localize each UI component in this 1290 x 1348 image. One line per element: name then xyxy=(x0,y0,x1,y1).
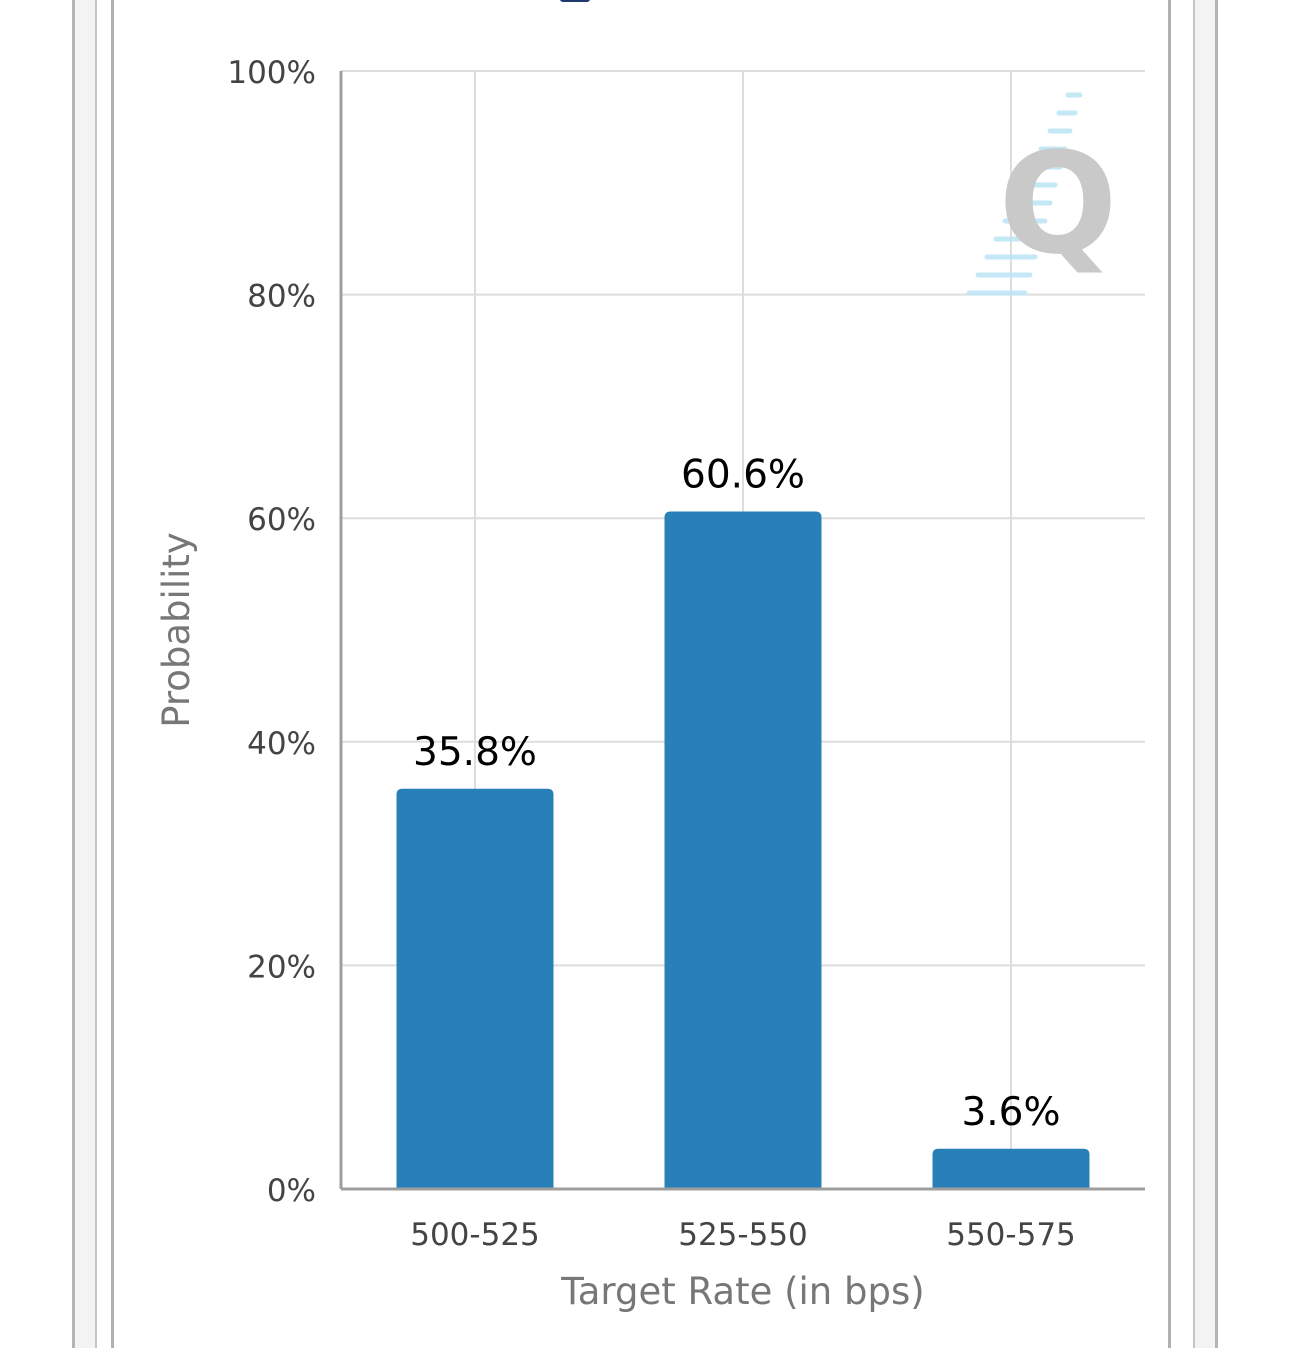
y-tick-label-20: 20% xyxy=(247,949,316,985)
bar-500-525 xyxy=(396,788,554,1189)
x-axis-title: Target Rate (in bps) xyxy=(560,1270,924,1313)
cut-off-title-fragment xyxy=(560,0,590,2)
frame-border-right-band xyxy=(1195,0,1215,1348)
data-label-525-550: 60.6% xyxy=(681,452,805,497)
y-tick-label-0: 0% xyxy=(267,1173,316,1209)
y-tick-label-60: 60% xyxy=(247,502,316,538)
frame-border-left-band xyxy=(75,0,95,1348)
x-tick-label-500-525: 500-525 xyxy=(410,1217,540,1253)
quikstrike-watermark-logo: Q xyxy=(966,92,1118,296)
y-tick-label-80: 80% xyxy=(247,279,316,315)
y-tick-label-40: 40% xyxy=(247,726,316,762)
frame-border-right-outer xyxy=(1215,0,1218,1348)
bars xyxy=(396,511,1090,1189)
data-label-550-575: 3.6% xyxy=(961,1090,1060,1135)
frame-border-left-inner xyxy=(95,0,97,1348)
axes xyxy=(339,71,1145,1191)
bar-550-575 xyxy=(932,1148,1090,1189)
frame-border-right-inner xyxy=(1193,0,1195,1348)
x-tick-label-525-550: 525-550 xyxy=(678,1217,808,1253)
data-label-500-525: 35.8% xyxy=(413,730,537,775)
y-tick-label-100: 100% xyxy=(227,55,316,91)
chart-panel xyxy=(114,0,1168,1348)
watermark-q-glyph: Q xyxy=(998,123,1117,286)
bar-525-550 xyxy=(664,511,822,1189)
frame-border-left-inner2 xyxy=(111,0,114,1348)
y-axis-title: Probability xyxy=(155,532,198,728)
frame-border-left-outer xyxy=(72,0,75,1348)
x-tick-label-550-575: 550-575 xyxy=(946,1217,1076,1253)
labels: 0% 20% 40% 60% 80% 100% 35.8% 60.6% 3.6% 500-525 5… xyxy=(155,55,1076,1313)
frame-border-right-inner2 xyxy=(1168,0,1171,1348)
